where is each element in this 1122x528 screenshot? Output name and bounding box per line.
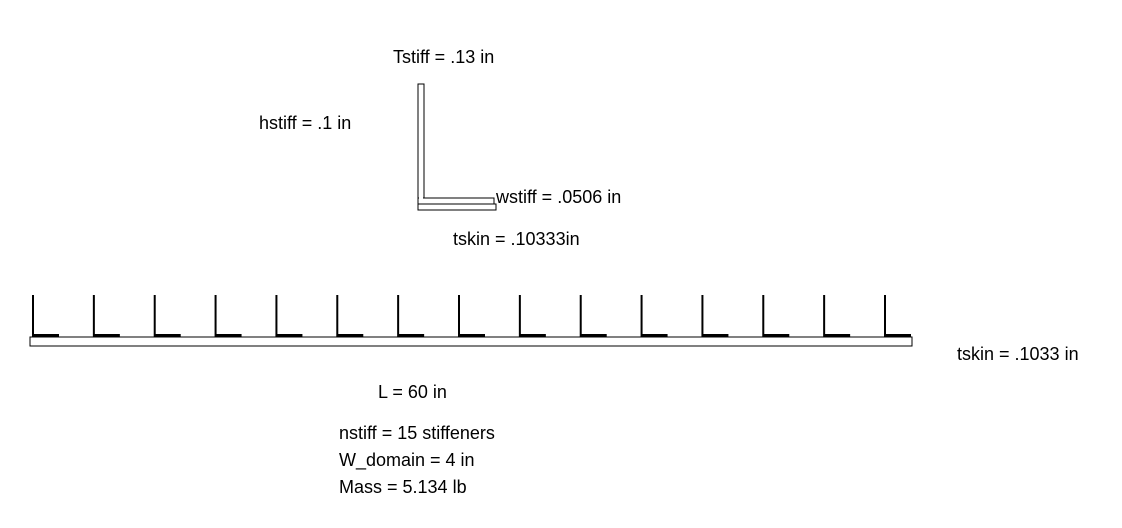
stiffened-panel [29, 295, 913, 347]
stiffener [701, 295, 729, 337]
tskin-panel-label: tskin = .1033 in [957, 344, 1079, 364]
stiffener-web-fill [419, 85, 423, 203]
stiffener [884, 295, 911, 337]
stiffener [518, 295, 546, 337]
skin-detail-strip [417, 203, 497, 211]
stiffener [214, 295, 242, 337]
stiffener-detail [417, 83, 497, 211]
stiffener-row [32, 295, 911, 337]
skin-plate [29, 336, 913, 347]
hstiff-label: hstiff = .1 in [259, 113, 352, 133]
w-domain-summary: W_domain = 4 in [339, 450, 475, 470]
summary-block: nstiff = 15 stiffeners W_domain = 4 in M… [339, 420, 495, 501]
stiffener [823, 295, 851, 337]
stiffener [579, 295, 607, 337]
stiffener [458, 295, 485, 337]
stiffener [397, 295, 425, 337]
tstiff-label: Tstiff = .13 in [393, 47, 495, 67]
tskin-detail-label: tskin = .10333in [453, 229, 580, 249]
stiffener [153, 295, 181, 337]
length-label: L = 60 in [378, 382, 447, 402]
mass-summary: Mass = 5.134 lb [339, 477, 467, 497]
stiffener [92, 295, 120, 337]
stiffener [336, 295, 364, 337]
stiffener [32, 295, 59, 337]
wstiff-label: wstiff = .0506 in [496, 187, 622, 207]
stiffener [275, 295, 303, 337]
stiffener-flange-outline [417, 197, 495, 205]
stiffener [762, 295, 790, 337]
nstiff-summary: nstiff = 15 stiffeners [339, 423, 495, 443]
stiffener [640, 295, 668, 337]
